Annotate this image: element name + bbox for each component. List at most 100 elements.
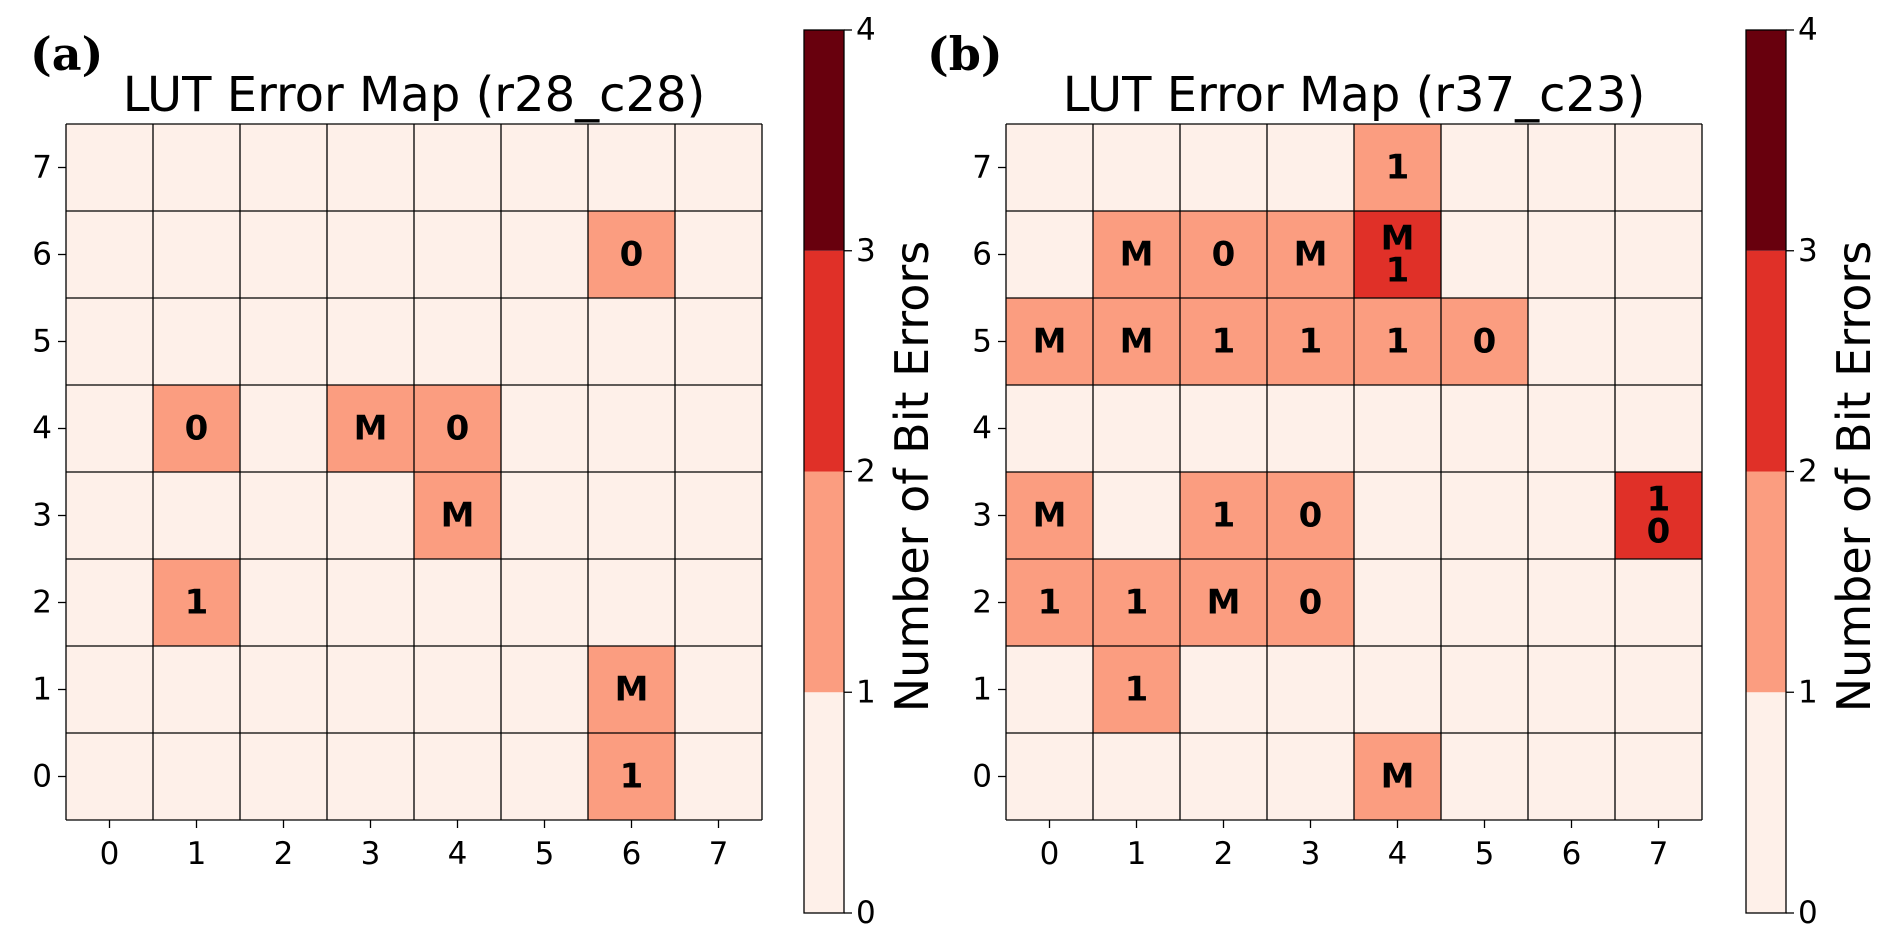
panel-b-cell-2-1 bbox=[1180, 646, 1267, 733]
panel-b-cell-5-3 bbox=[1441, 472, 1528, 559]
panel-b-cell-3-0 bbox=[1267, 733, 1354, 820]
panel-a-cell-5-2 bbox=[501, 559, 588, 646]
panel-a-cell-7-2 bbox=[675, 559, 762, 646]
panel-b-cell-annotation: 1 bbox=[1125, 583, 1149, 623]
panel-b-cell-annotation: 1 bbox=[1212, 496, 1236, 536]
panel-b-cell-annotation: M bbox=[1033, 322, 1067, 362]
panel-b-error-cell-4-6 bbox=[1354, 211, 1441, 298]
panel-b-y-tick-label: 4 bbox=[972, 411, 992, 447]
panel-b-cell-2-7 bbox=[1180, 124, 1267, 211]
panel-b-cell-6-5 bbox=[1528, 298, 1615, 385]
panel-a-cell-1-5 bbox=[153, 298, 240, 385]
panel-b-cell-6-3 bbox=[1528, 472, 1615, 559]
panel-a-cell-annotation: 0 bbox=[185, 409, 209, 449]
panel-b-cell-0-4 bbox=[1006, 385, 1093, 472]
panel-b-cell-annotation: 1 bbox=[1125, 670, 1149, 710]
panel-a-cell-1-3 bbox=[153, 472, 240, 559]
panel-b-colorbar-tick-label: 3 bbox=[1798, 233, 1818, 269]
panel-a-cell-2-0 bbox=[240, 733, 327, 820]
panel-a-cell-3-5 bbox=[327, 298, 414, 385]
panel-b-cell-annotation: 1 bbox=[1386, 322, 1410, 362]
panel-b-cell-5-2 bbox=[1441, 559, 1528, 646]
panel-b-error-cell-3-5 bbox=[1267, 298, 1354, 385]
panel-a-y-tick-label: 4 bbox=[32, 411, 52, 447]
panel-b-error-cell-4-7 bbox=[1354, 124, 1441, 211]
panel-b-cell-4-4 bbox=[1354, 385, 1441, 472]
panel-a-error-cell-3-4 bbox=[327, 385, 414, 472]
panel-b-cell-3-4 bbox=[1267, 385, 1354, 472]
panel-a-cell-7-4 bbox=[675, 385, 762, 472]
panel-a-x-tick-label: 5 bbox=[535, 836, 555, 872]
panel-a-y-tick-label: 0 bbox=[32, 759, 52, 795]
panel-a-cell-0-1 bbox=[66, 646, 153, 733]
panel-a-colorbar-tick-label: 3 bbox=[856, 233, 876, 269]
panel-b-cell-6-0 bbox=[1528, 733, 1615, 820]
panel-b-error-cell-1-6 bbox=[1093, 211, 1180, 298]
panel-a-error-cell-1-2 bbox=[153, 559, 240, 646]
panel-b-colorbar-segment-0 bbox=[1746, 692, 1786, 913]
panel-a-colorbar-segment-1 bbox=[804, 471, 844, 693]
panel-b-y-tick-label: 6 bbox=[972, 237, 992, 273]
panel-b-error-cell-2-3 bbox=[1180, 472, 1267, 559]
panel-b-cell-annotation: M bbox=[1120, 235, 1154, 275]
panel-b-cell-annotation: M bbox=[1294, 235, 1328, 275]
panel-a-cell-4-0 bbox=[414, 733, 501, 820]
panel-b-y-tick-label: 1 bbox=[972, 672, 992, 708]
panel-a-cell-1-7 bbox=[153, 124, 240, 211]
panel-b-y-tick-label: 5 bbox=[972, 324, 992, 360]
panel-b-cell-3-1 bbox=[1267, 646, 1354, 733]
panel-b-error-cell-3-3 bbox=[1267, 472, 1354, 559]
panel-a-colorbar-tick-label: 4 bbox=[856, 12, 876, 48]
panel-b-colorbar-segment-2 bbox=[1746, 250, 1786, 472]
panel-a-colorbar-tick-label: 1 bbox=[856, 674, 876, 710]
panel-b-cell-7-4 bbox=[1615, 385, 1702, 472]
panel-b-y-tick-label: 7 bbox=[972, 150, 992, 186]
panel-a-y-tick-label: 3 bbox=[32, 498, 52, 534]
panel-b-cell-4-2 bbox=[1354, 559, 1441, 646]
panel-a-cell-annotation: 1 bbox=[185, 583, 209, 623]
panel-b-cell-annotation: 1 bbox=[1386, 251, 1410, 291]
panel-a-cell-2-2 bbox=[240, 559, 327, 646]
panel-a-cell-0-5 bbox=[66, 298, 153, 385]
panel-b-cell-annotation: 0 bbox=[1212, 235, 1236, 275]
panel-b-error-cell-1-5 bbox=[1093, 298, 1180, 385]
panel-a-cell-2-4 bbox=[240, 385, 327, 472]
panel-a-cell-7-7 bbox=[675, 124, 762, 211]
panel-b-cell-6-7 bbox=[1528, 124, 1615, 211]
panel-b-cell-5-1 bbox=[1441, 646, 1528, 733]
panel-b-cell-annotation: 1 bbox=[1212, 322, 1236, 362]
panel-a-cell-7-3 bbox=[675, 472, 762, 559]
panel-b-cell-annotation: M bbox=[1207, 583, 1241, 623]
panel-b-error-cell-2-2 bbox=[1180, 559, 1267, 646]
panel-a-cell-0-4 bbox=[66, 385, 153, 472]
panel-b-cell-6-1 bbox=[1528, 646, 1615, 733]
panel-b-cell-5-4 bbox=[1441, 385, 1528, 472]
panel-b-error-cell-0-3 bbox=[1006, 472, 1093, 559]
panel-b-error-cell-4-5 bbox=[1354, 298, 1441, 385]
panel-a-cell-0-6 bbox=[66, 211, 153, 298]
panel-a-cell-7-0 bbox=[675, 733, 762, 820]
panel-a-cell-6-7 bbox=[588, 124, 675, 211]
panel-b-cell-7-0 bbox=[1615, 733, 1702, 820]
panel-a-cell-1-6 bbox=[153, 211, 240, 298]
panel-a-cell-5-7 bbox=[501, 124, 588, 211]
panel-b-error-cell-7-3 bbox=[1615, 472, 1702, 559]
panel-a-x-tick-label: 0 bbox=[100, 836, 120, 872]
panel-b-cell-5-0 bbox=[1441, 733, 1528, 820]
panel-b-cell-annotation: 1 bbox=[1386, 148, 1410, 188]
panel-b-cell-annotation: M bbox=[1381, 219, 1415, 259]
panel-b-colorbar-label: Number of Bit Errors bbox=[1827, 241, 1881, 712]
panel-a-cell-annotation: 0 bbox=[446, 409, 470, 449]
panel-b-error-cell-2-6 bbox=[1180, 211, 1267, 298]
panel-b-x-tick-label: 2 bbox=[1214, 836, 1234, 872]
panel-b-cell-0-1 bbox=[1006, 646, 1093, 733]
panel-b-error-cell-3-6 bbox=[1267, 211, 1354, 298]
panel-b-cell-7-5 bbox=[1615, 298, 1702, 385]
panel-a-cell-3-6 bbox=[327, 211, 414, 298]
panel-a-colorbar-tick-label: 0 bbox=[856, 895, 876, 931]
panel-b-colorbar-tick-label: 1 bbox=[1798, 674, 1818, 710]
panel-a-colorbar-segment-0 bbox=[804, 692, 844, 913]
panel-b-cell-4-1 bbox=[1354, 646, 1441, 733]
panel-a-colorbar-segment-3 bbox=[804, 30, 844, 251]
panel-b-cell-0-6 bbox=[1006, 211, 1093, 298]
